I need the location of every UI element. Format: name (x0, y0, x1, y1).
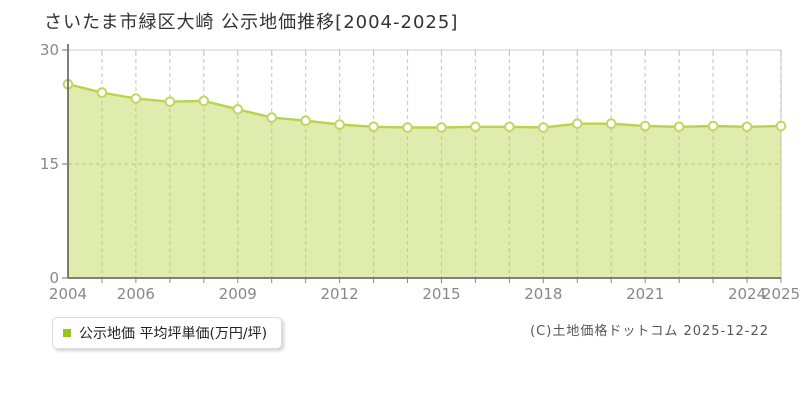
chart-title: さいたま市緑区大崎 公示地価推移[2004-2025] (44, 12, 459, 33)
data-point-marker (504, 121, 515, 133)
data-point-marker (741, 121, 753, 133)
x-tick-label: 2009 (219, 285, 257, 303)
y-tick-label: 15 (40, 155, 59, 173)
x-tick-label: 2025 (762, 285, 800, 303)
x-tick-label: 2015 (422, 285, 460, 303)
y-tick-label: 0 (49, 269, 59, 287)
data-points (62, 78, 787, 133)
y-axis-ticks-labels: 0 15 30 (40, 41, 68, 287)
data-point-marker (673, 121, 685, 133)
x-tick-label: 2024 (728, 285, 766, 303)
data-point-marker (232, 104, 244, 115)
data-point-marker (334, 119, 345, 130)
data-point-marker (707, 120, 719, 132)
data-point-marker (436, 122, 447, 133)
data-point-marker (470, 121, 481, 133)
data-point-marker (368, 121, 379, 133)
y-tick-label: 30 (40, 41, 59, 59)
x-tick-label: 2021 (626, 285, 664, 303)
x-tick-label: 2006 (117, 285, 155, 303)
bottom-tick-marks (101, 278, 782, 283)
data-point-marker (130, 93, 142, 104)
data-point-marker (198, 95, 210, 107)
vertical-gridlines (101, 52, 782, 278)
x-tick-label: 2012 (321, 285, 359, 303)
axes (67, 44, 781, 279)
legend: 公示地価 平均坪単価(万円/坪) (52, 317, 283, 349)
data-point-marker (402, 122, 413, 133)
legend-label: 公示地価 平均坪単価(万円/坪) (79, 326, 268, 342)
data-point-marker (538, 122, 549, 133)
legend-swatch-icon (63, 329, 71, 337)
data-point-marker (605, 118, 617, 129)
data-point-marker (266, 112, 278, 123)
data-point-marker (300, 115, 312, 126)
x-tick-label: 2004 (49, 285, 87, 303)
price-line (67, 83, 782, 129)
copyright-text: (C)土地価格ドットコム 2025-12-22 (530, 324, 769, 339)
data-point-marker (164, 96, 176, 107)
data-point-marker (572, 118, 583, 129)
area-fill (68, 84, 781, 277)
price-area-chart: 0 15 30 2004 2006 2009 2012 2015 2018 2021 2024202… (40, 41, 800, 303)
x-tick-label: 2018 (524, 285, 562, 303)
data-point-marker (775, 120, 787, 132)
data-point-marker (639, 120, 651, 132)
data-point-marker (96, 87, 108, 98)
